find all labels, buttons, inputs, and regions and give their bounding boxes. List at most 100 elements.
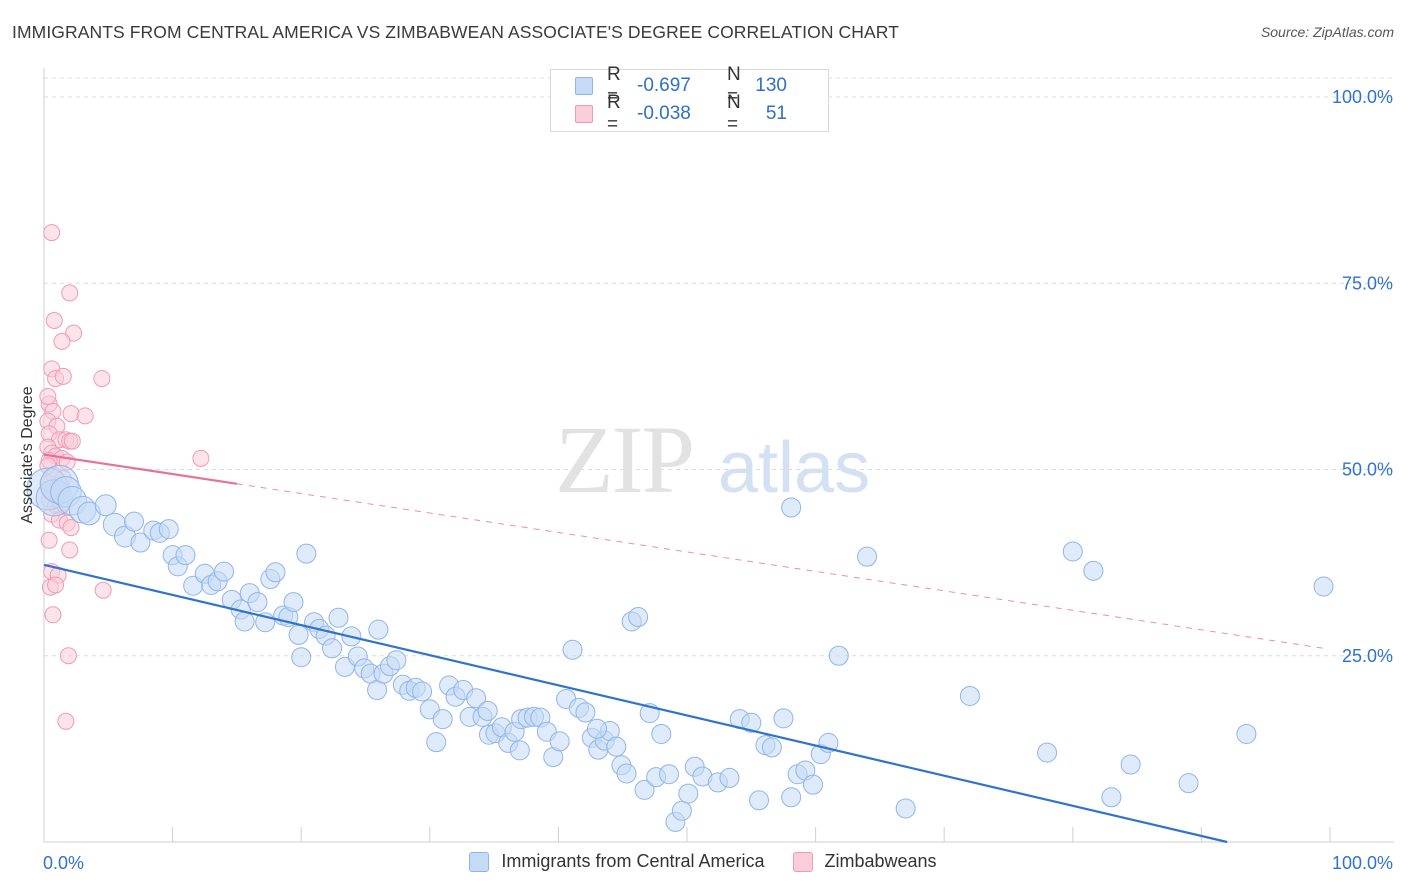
central-america-point (386, 650, 407, 671)
central-america-point (857, 546, 878, 567)
zimbabwean-point (40, 531, 58, 549)
legend-swatch-pink (792, 851, 813, 872)
central-america-point (509, 740, 530, 761)
legend-row-zimbabweans: R = -0.038 N = 51 (551, 92, 787, 135)
central-america-point (1120, 754, 1141, 775)
legend-swatch-pink (575, 105, 593, 123)
y-tick-label: 75.0% (1342, 273, 1393, 293)
central-america-point (1101, 787, 1122, 808)
central-america-point (283, 592, 304, 613)
central-america-point (328, 607, 349, 628)
tick-labels: 25.0% 50.0% 75.0% 100.0% 0.0% 100.0% (43, 87, 1393, 873)
zimbabwean-point (94, 581, 112, 599)
y-tick-label: 25.0% (1342, 646, 1393, 666)
central-america-point (803, 774, 824, 795)
zimbabwean-point (61, 541, 79, 559)
central-america-point (94, 494, 117, 517)
zimbabwean-point (39, 387, 57, 405)
zimbabwean-point (59, 647, 77, 665)
zimbabwean-point (43, 224, 61, 242)
central-america-point (288, 624, 309, 645)
r-label: R = (607, 64, 621, 107)
zimbabwean-point (44, 606, 62, 624)
zimbabwean-trend-line (43, 453, 238, 485)
zimbabwean-point (53, 332, 71, 350)
zimbabwean-point (47, 576, 65, 594)
central-america-points (26, 464, 1334, 832)
central-america-point (959, 685, 980, 706)
central-america-point (828, 645, 849, 666)
n-label: N = (727, 64, 741, 107)
central-america-point (616, 763, 637, 784)
central-america-point (1062, 541, 1083, 562)
zimbabwean-point (93, 370, 111, 388)
central-america-point (234, 611, 255, 632)
legend-swatch-blue (575, 77, 593, 95)
central-america-point (466, 688, 487, 709)
zimbabwean-trend-line-extension (236, 483, 1324, 649)
zimbabwean-point (45, 312, 63, 329)
central-america-point (1178, 773, 1199, 794)
source-label: Source: ZipAtlas.com (1260, 24, 1394, 40)
trend-lines (43, 453, 1324, 844)
central-america-point (781, 787, 802, 808)
legend-item-zimbabweans[interactable]: Zimbabweans (792, 851, 937, 872)
central-america-point (291, 647, 312, 668)
central-america-point (432, 709, 453, 730)
central-america-trend-line (43, 563, 1228, 844)
chart-title: IMMIGRANTS FROM CENTRAL AMERICA VS ZIMBA… (12, 22, 899, 42)
central-america-point (671, 800, 692, 821)
series-legend: Immigrants from Central America Zimbabwe… (0, 851, 1406, 872)
zimbabwean-point (65, 324, 83, 342)
central-america-point (175, 545, 196, 566)
grid-lines (44, 77, 1394, 657)
central-america-point (368, 619, 389, 640)
y-tick-label: 100.0% (1332, 87, 1393, 107)
central-america-point (1236, 723, 1257, 744)
r-label: R = (607, 92, 621, 135)
n-label: N = (727, 92, 741, 135)
zimbabwean-point (63, 432, 81, 450)
central-america-point (214, 561, 235, 582)
central-america-point (265, 562, 286, 583)
central-america-point (773, 708, 794, 729)
legend-swatch-blue (469, 851, 490, 872)
x-tick-label: 100.0% (1332, 853, 1393, 873)
watermark: ZIP atlas (555, 406, 870, 513)
central-america-point (1083, 560, 1104, 581)
central-america-point (549, 731, 570, 752)
zimbabwean-point (61, 284, 79, 302)
central-america-point (477, 700, 498, 721)
zimbabwean-point (192, 449, 210, 467)
y-axis-label: Associate's Degree (19, 386, 36, 524)
legend-item-central-america[interactable]: Immigrants from Central America (469, 851, 765, 872)
zimbabwean-point (57, 712, 75, 730)
central-america-point (1037, 742, 1058, 763)
central-america-point (741, 712, 762, 733)
central-america-point (1313, 576, 1334, 597)
central-america-point (296, 543, 317, 564)
central-america-point (562, 639, 583, 660)
central-america-point (719, 767, 740, 788)
zimbabwean-point (54, 367, 72, 385)
zimbabwean-point (62, 405, 80, 423)
zimbabwean-point (76, 407, 94, 425)
watermark-zip: ZIP (555, 406, 693, 513)
zimbabwean-point (62, 519, 80, 537)
r-value: -0.697 (637, 75, 691, 96)
central-america-point (761, 737, 782, 758)
central-america-point (658, 764, 679, 785)
x-tick-label: 0.0% (43, 853, 84, 873)
central-america-point (606, 736, 627, 757)
central-america-point (130, 532, 151, 553)
n-value: 130 (755, 75, 787, 96)
central-america-point (651, 723, 672, 744)
central-america-point (124, 511, 145, 532)
central-america-point (895, 798, 916, 819)
central-america-point (749, 790, 770, 811)
n-value: 51 (765, 103, 787, 124)
y-tick-label: 50.0% (1342, 460, 1393, 480)
legend-label: Immigrants from Central America (501, 851, 765, 871)
central-america-point (412, 681, 433, 702)
